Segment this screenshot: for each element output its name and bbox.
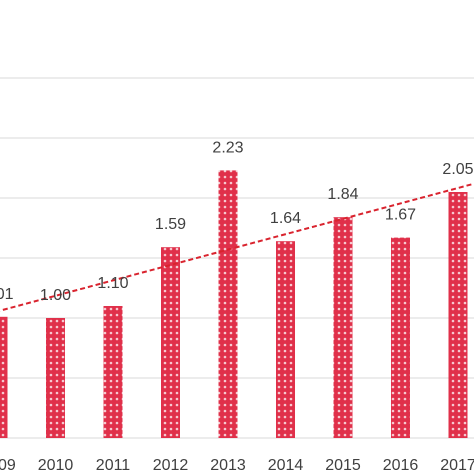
x-tick-2017: 2017 <box>440 457 474 474</box>
value-label-2014: 1.64 <box>270 210 301 227</box>
bar-2013 <box>218 170 238 438</box>
bar-2015 <box>333 217 353 438</box>
bars <box>0 170 468 438</box>
bar-2012 <box>161 247 180 438</box>
x-tick-2013: 2013 <box>210 457 246 474</box>
x-tick-2014: 2014 <box>268 457 304 474</box>
x-tick-labels: 2009 2010 2011 2012 2013 2014 2015 2016 2017 <box>0 457 474 474</box>
value-label-2009: 1.01 <box>0 286 14 303</box>
bar-2017 <box>448 192 468 438</box>
x-tick-2010: 2010 <box>38 457 74 474</box>
bar-2014 <box>276 241 295 438</box>
value-label-2013: 2.23 <box>212 139 243 156</box>
value-label-2010: 1.00 <box>40 287 71 304</box>
value-label-2011: 1.10 <box>97 275 128 292</box>
x-tick-2015: 2015 <box>325 457 361 474</box>
value-label-2012: 1.59 <box>155 216 186 233</box>
x-tick-2011: 2011 <box>96 457 131 474</box>
trendline <box>0 182 474 312</box>
bar-2010 <box>46 318 65 438</box>
bar-2009 <box>0 316 8 438</box>
value-label-2016: 1.67 <box>385 207 416 224</box>
value-label-2017: 2.05 <box>442 161 473 178</box>
linear-trendline <box>0 182 474 312</box>
x-tick-2016: 2016 <box>383 457 419 474</box>
bar-2011 <box>103 306 123 438</box>
x-tick-2012: 2012 <box>153 457 189 474</box>
bar-2016 <box>391 237 410 438</box>
x-tick-2009: 2009 <box>0 457 16 474</box>
value-label-2015: 1.84 <box>327 186 358 203</box>
value-labels: 1.01 1.00 1.10 1.59 2.23 1.64 1.84 1.67 2.05 <box>0 139 474 304</box>
